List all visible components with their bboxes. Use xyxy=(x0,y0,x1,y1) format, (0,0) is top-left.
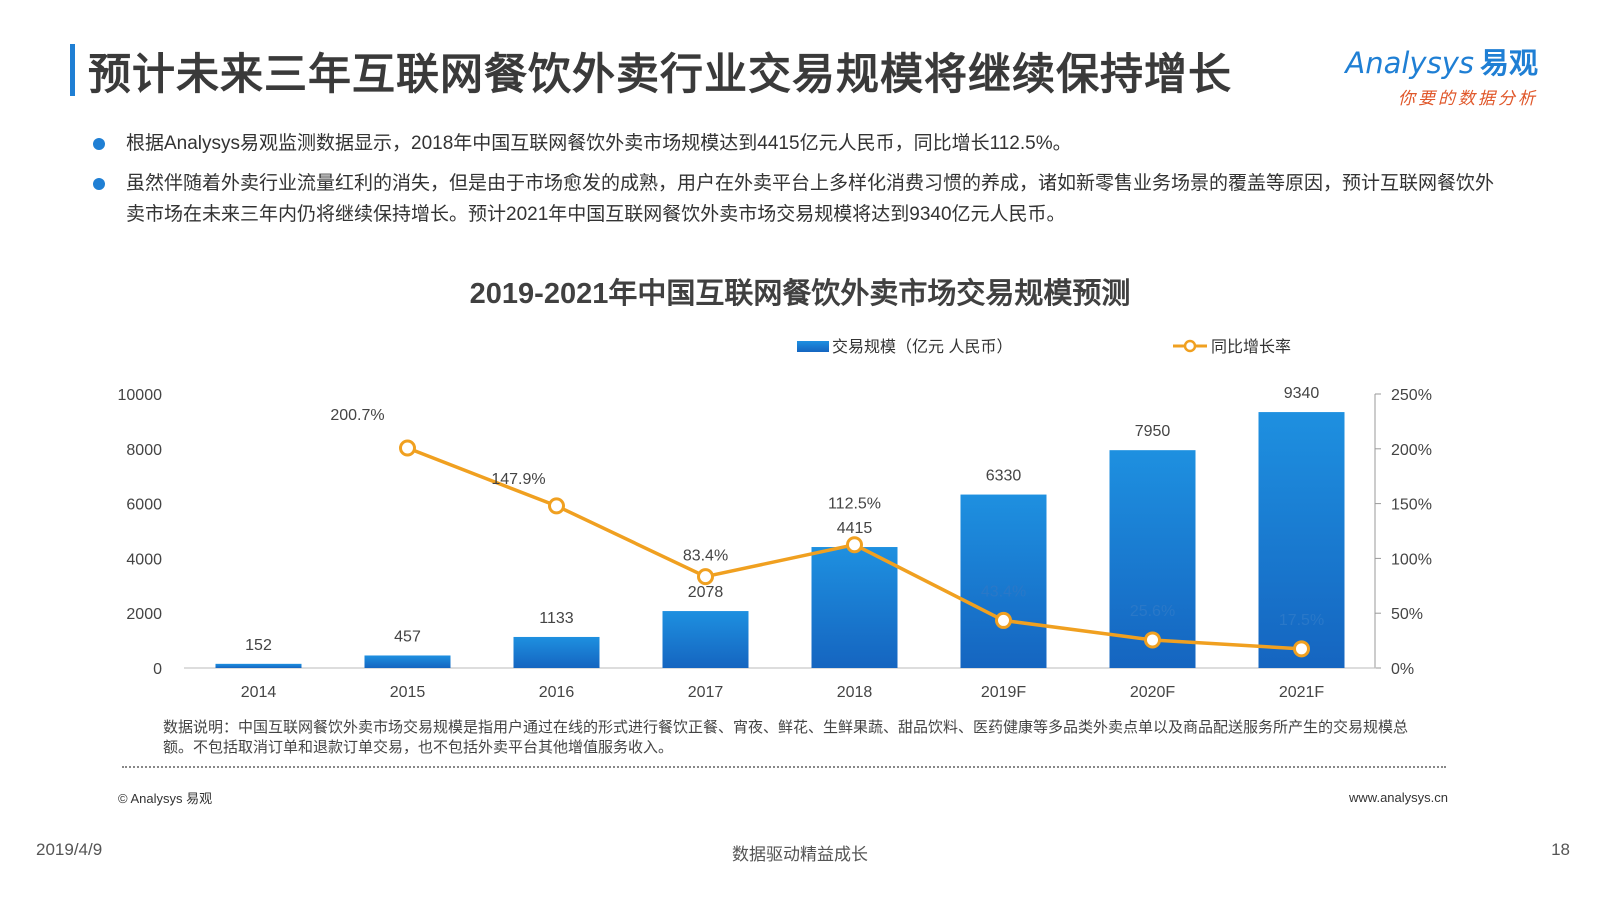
data-note: 数据说明：中国互联网餐饮外卖市场交易规模是指用户通过在线的形式进行餐饮正餐、宵夜… xyxy=(163,719,1409,756)
growth-line-series: 200.7% 147.9% 83.4% 112.5% 43.4% 25.6% 17.5% xyxy=(330,407,1324,658)
y-right-tick-label: 0% xyxy=(1391,661,1414,678)
bullet-item: 根据Analysys易观监测数据显示，2018年中国互联网餐饮外卖市场规模达到4… xyxy=(90,128,1510,159)
y-left-tick-label: 6000 xyxy=(126,497,162,514)
y-right-tick-label: 50% xyxy=(1391,606,1423,623)
x-tick-label: 2016 xyxy=(539,684,575,701)
y-left-tick-label: 4000 xyxy=(126,551,162,568)
y-right-tick-label: 250% xyxy=(1391,387,1432,404)
growth-point xyxy=(697,568,714,586)
bullet-item: 虽然伴随着外卖行业流量红利的消失，但是由于市场愈发的成熟，用户在外卖平台上多样化… xyxy=(90,168,1510,230)
x-tick-label: 2017 xyxy=(688,684,724,701)
footer-slogan: 数据驱动精益成长 xyxy=(732,845,868,864)
y-left-tick-label: 2000 xyxy=(126,606,162,623)
y-right-tick-label: 150% xyxy=(1391,497,1432,514)
x-tick-label: 2018 xyxy=(837,684,873,701)
bullet-text: 根据Analysys易观监测数据显示，2018年中国互联网餐饮外卖市场规模达到4… xyxy=(126,133,1072,154)
y-right-tick-label: 100% xyxy=(1391,551,1432,568)
bar-value-label: 9340 xyxy=(1284,385,1320,402)
y-left-tick-label: 0 xyxy=(153,661,162,678)
bullet-dot-icon xyxy=(93,178,105,190)
growth-value-label: 43.4% xyxy=(981,583,1026,600)
growth-point xyxy=(995,611,1012,629)
x-tick-label: 2015 xyxy=(390,684,426,701)
title-accent-bar xyxy=(70,44,75,96)
y-left-tick-label: 8000 xyxy=(126,442,162,459)
x-tick-label: 2020F xyxy=(1130,684,1176,701)
bar-value-label: 6330 xyxy=(986,468,1022,485)
growth-value-label: 147.9% xyxy=(491,471,545,488)
bar-value-label: 1133 xyxy=(539,610,574,627)
x-tick-label: 2014 xyxy=(241,684,277,701)
page-number: 18 xyxy=(1551,840,1570,859)
bar xyxy=(215,663,302,668)
bar-value-label: 2078 xyxy=(688,584,724,601)
legend-line-label: 同比增长率 xyxy=(1211,338,1291,356)
chart-title: 2019-2021年中国互联网餐饮外卖市场交易规模预测 xyxy=(469,278,1131,310)
growth-point xyxy=(1144,631,1161,649)
page-title: 预计未来三年互联网餐饮外卖行业交易规模将继续保持增长 xyxy=(88,50,1232,100)
bullet-list: 根据Analysys易观监测数据显示，2018年中国互联网餐饮外卖市场规模达到4… xyxy=(90,128,1510,239)
legend-bar-swatch xyxy=(797,341,829,352)
bar-value-label: 457 xyxy=(394,628,421,645)
bar xyxy=(960,494,1047,668)
bar-value-label: 152 xyxy=(245,637,272,654)
bar-value-label: 7950 xyxy=(1135,423,1171,440)
growth-value-label: 200.7% xyxy=(330,407,384,424)
growth-point xyxy=(846,536,863,554)
dotted-divider xyxy=(122,766,1446,768)
growth-point xyxy=(548,497,565,515)
chart-axes: 0 2000 4000 6000 8000 10000 0% 50% 100% 150% 200% 2… xyxy=(118,387,1432,701)
x-tick-label: 2021F xyxy=(1279,684,1325,701)
legend-line-point xyxy=(1183,339,1197,353)
legend-bar-label: 交易规模（亿元 人民币） xyxy=(832,338,1012,356)
bar-value-label: 4415 xyxy=(837,520,873,537)
website-url: www.analysys.cn xyxy=(1349,790,1448,805)
bar xyxy=(811,547,898,668)
growth-value-label: 112.5% xyxy=(828,496,881,513)
logo-english: Analysys xyxy=(1345,46,1474,80)
x-tick-label: 2019F xyxy=(981,684,1027,701)
bullet-text: 虽然伴随着外卖行业流量红利的消失，但是由于市场愈发的成熟，用户在外卖平台上多样化… xyxy=(126,173,1495,225)
growth-point xyxy=(1293,640,1310,658)
logo-tagline: 你要的数据分析 xyxy=(1398,89,1538,108)
growth-value-label: 17.5% xyxy=(1279,612,1324,629)
bar xyxy=(662,611,749,668)
growth-point xyxy=(399,439,416,457)
analysys-logo: Analysys 易观 你要的数据分析 xyxy=(1345,40,1538,109)
bar-series: 152 457 1133 2078 4415 6330 7950 9340 xyxy=(215,385,1345,668)
copyright: © Analysys 易观 xyxy=(118,791,213,806)
y-left-tick-label: 10000 xyxy=(118,387,163,404)
bar xyxy=(513,636,600,668)
growth-value-label: 83.4% xyxy=(683,548,728,565)
bullet-dot-icon xyxy=(93,138,105,150)
footer-date: 2019/4/9 xyxy=(36,840,103,859)
growth-value-label: 25.6% xyxy=(1130,603,1175,620)
bar xyxy=(364,655,451,668)
logo-chinese: 易观 xyxy=(1479,48,1538,80)
y-right-tick-label: 200% xyxy=(1391,442,1432,459)
bar xyxy=(1258,412,1345,668)
chart-legend: 交易规模（亿元 人民币） 同比增长率 xyxy=(797,338,1291,356)
